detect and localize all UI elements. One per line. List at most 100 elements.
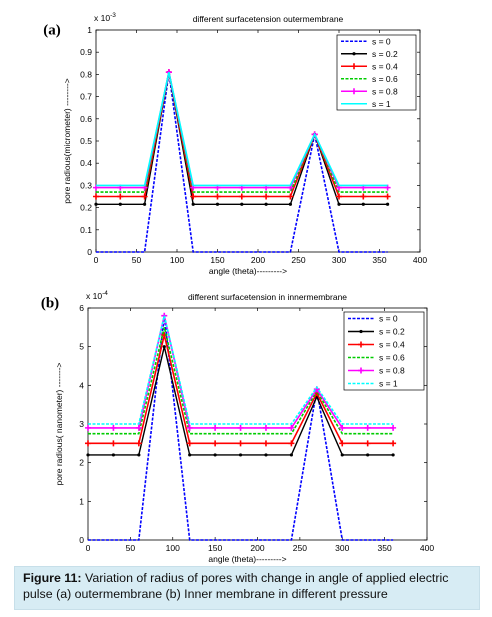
data-point (358, 341, 364, 348)
data-point (390, 424, 397, 431)
series-line (88, 315, 394, 425)
y-tick-label: 2 (79, 458, 84, 468)
data-point (264, 453, 268, 457)
y-tick-label: 1 (87, 25, 92, 35)
y-tick-label: 6 (79, 303, 84, 313)
data-point (351, 63, 357, 70)
caption-text: Variation of radius of pores with change… (23, 571, 449, 601)
data-point (361, 202, 365, 206)
legend-label: s = 0.4 (372, 61, 398, 71)
data-point (288, 440, 295, 447)
data-point (287, 193, 294, 200)
x-tick-label: 150 (210, 255, 224, 265)
data-point (238, 193, 245, 200)
data-point (213, 453, 217, 457)
x-axis-label: angle (theta)---------> (208, 554, 286, 564)
series-line (88, 327, 394, 435)
data-point (238, 453, 243, 457)
legend-label: s = 0.6 (379, 353, 405, 363)
panel-label: (b) (41, 295, 59, 311)
y-tick-label: 5 (79, 342, 84, 352)
figure-caption: Figure 11: Variation of radius of pores … (14, 566, 480, 610)
x-tick-label: 400 (420, 543, 434, 553)
data-point (237, 424, 244, 431)
x-tick-label: 400 (413, 255, 427, 265)
x-tick-label: 0 (94, 255, 99, 265)
data-point (358, 367, 364, 374)
x-tick-label: 100 (166, 543, 180, 553)
data-point (288, 202, 292, 206)
data-point (339, 440, 346, 447)
y-axis-label: pore radious(micrometer) --------> (62, 78, 72, 203)
chart-title: different surfacetension outermembrane (193, 14, 344, 24)
x-tick-label: 300 (335, 543, 349, 553)
x-tick-label: 350 (372, 255, 386, 265)
data-point (188, 453, 192, 457)
data-point (263, 193, 270, 200)
data-point (340, 453, 344, 457)
y-tick-label: 1 (79, 496, 84, 506)
x-tick-label: 200 (250, 543, 264, 553)
data-point (110, 424, 117, 431)
data-point (359, 329, 363, 334)
data-point (262, 424, 269, 431)
y-tick-label: 4 (79, 380, 84, 390)
data-point (137, 453, 141, 457)
data-point (364, 424, 371, 431)
data-point (190, 193, 197, 200)
data-point (360, 193, 367, 200)
data-point (212, 440, 219, 447)
x-tick-label: 300 (332, 255, 346, 265)
x-tick-label: 50 (126, 543, 136, 553)
y-axis-label: pore radious( nanometer) -------> (54, 362, 64, 485)
data-point (117, 193, 124, 200)
data-point (237, 440, 244, 447)
y-tick-label: 0.9 (80, 47, 92, 57)
data-point (191, 202, 195, 206)
data-point (390, 440, 397, 447)
data-point (135, 440, 142, 447)
series-line (96, 72, 388, 253)
x-tick-label: 50 (132, 255, 142, 265)
y-tick-label: 0.8 (80, 69, 92, 79)
y-tick-label: 0.5 (80, 136, 92, 146)
axis-exponent-power: -4 (102, 290, 108, 297)
data-point (143, 202, 147, 206)
x-tick-label: 250 (291, 255, 305, 265)
y-tick-label: 0.7 (80, 92, 92, 102)
data-point (85, 424, 91, 431)
data-point (215, 202, 220, 206)
data-point (118, 202, 122, 206)
data-point (384, 193, 391, 200)
data-point (264, 202, 268, 206)
data-point (336, 193, 342, 200)
legend-label: s = 0.4 (379, 340, 405, 350)
y-tick-label: 0.4 (80, 158, 92, 168)
series-line (96, 72, 388, 187)
data-point (186, 440, 193, 447)
data-point (110, 440, 117, 447)
x-tick-label: 150 (208, 543, 222, 553)
axis-exponent-power: -3 (110, 12, 116, 19)
x-axis-label: angle (theta)---------> (209, 266, 287, 276)
data-point (94, 202, 98, 206)
legend-label: s = 1 (372, 99, 391, 109)
data-point (352, 52, 356, 56)
y-tick-label: 0.6 (80, 114, 92, 124)
y-tick-label: 0.3 (80, 180, 92, 190)
data-point (135, 424, 142, 431)
data-point (240, 202, 244, 206)
caption-label: Figure 11: (23, 571, 82, 585)
series-line (88, 315, 394, 541)
legend-label: s = 0.2 (379, 327, 405, 337)
data-point (262, 440, 269, 447)
legend-box (336, 34, 417, 111)
legend-box (343, 311, 425, 391)
axis-exponent: x 10-4 (86, 290, 108, 301)
legend-label: s = 0.8 (379, 366, 405, 376)
series-line (96, 72, 388, 193)
data-point (86, 453, 90, 457)
data-point (93, 193, 99, 200)
legend-label: s = 0 (372, 36, 391, 46)
panel-label: (a) (43, 22, 61, 38)
